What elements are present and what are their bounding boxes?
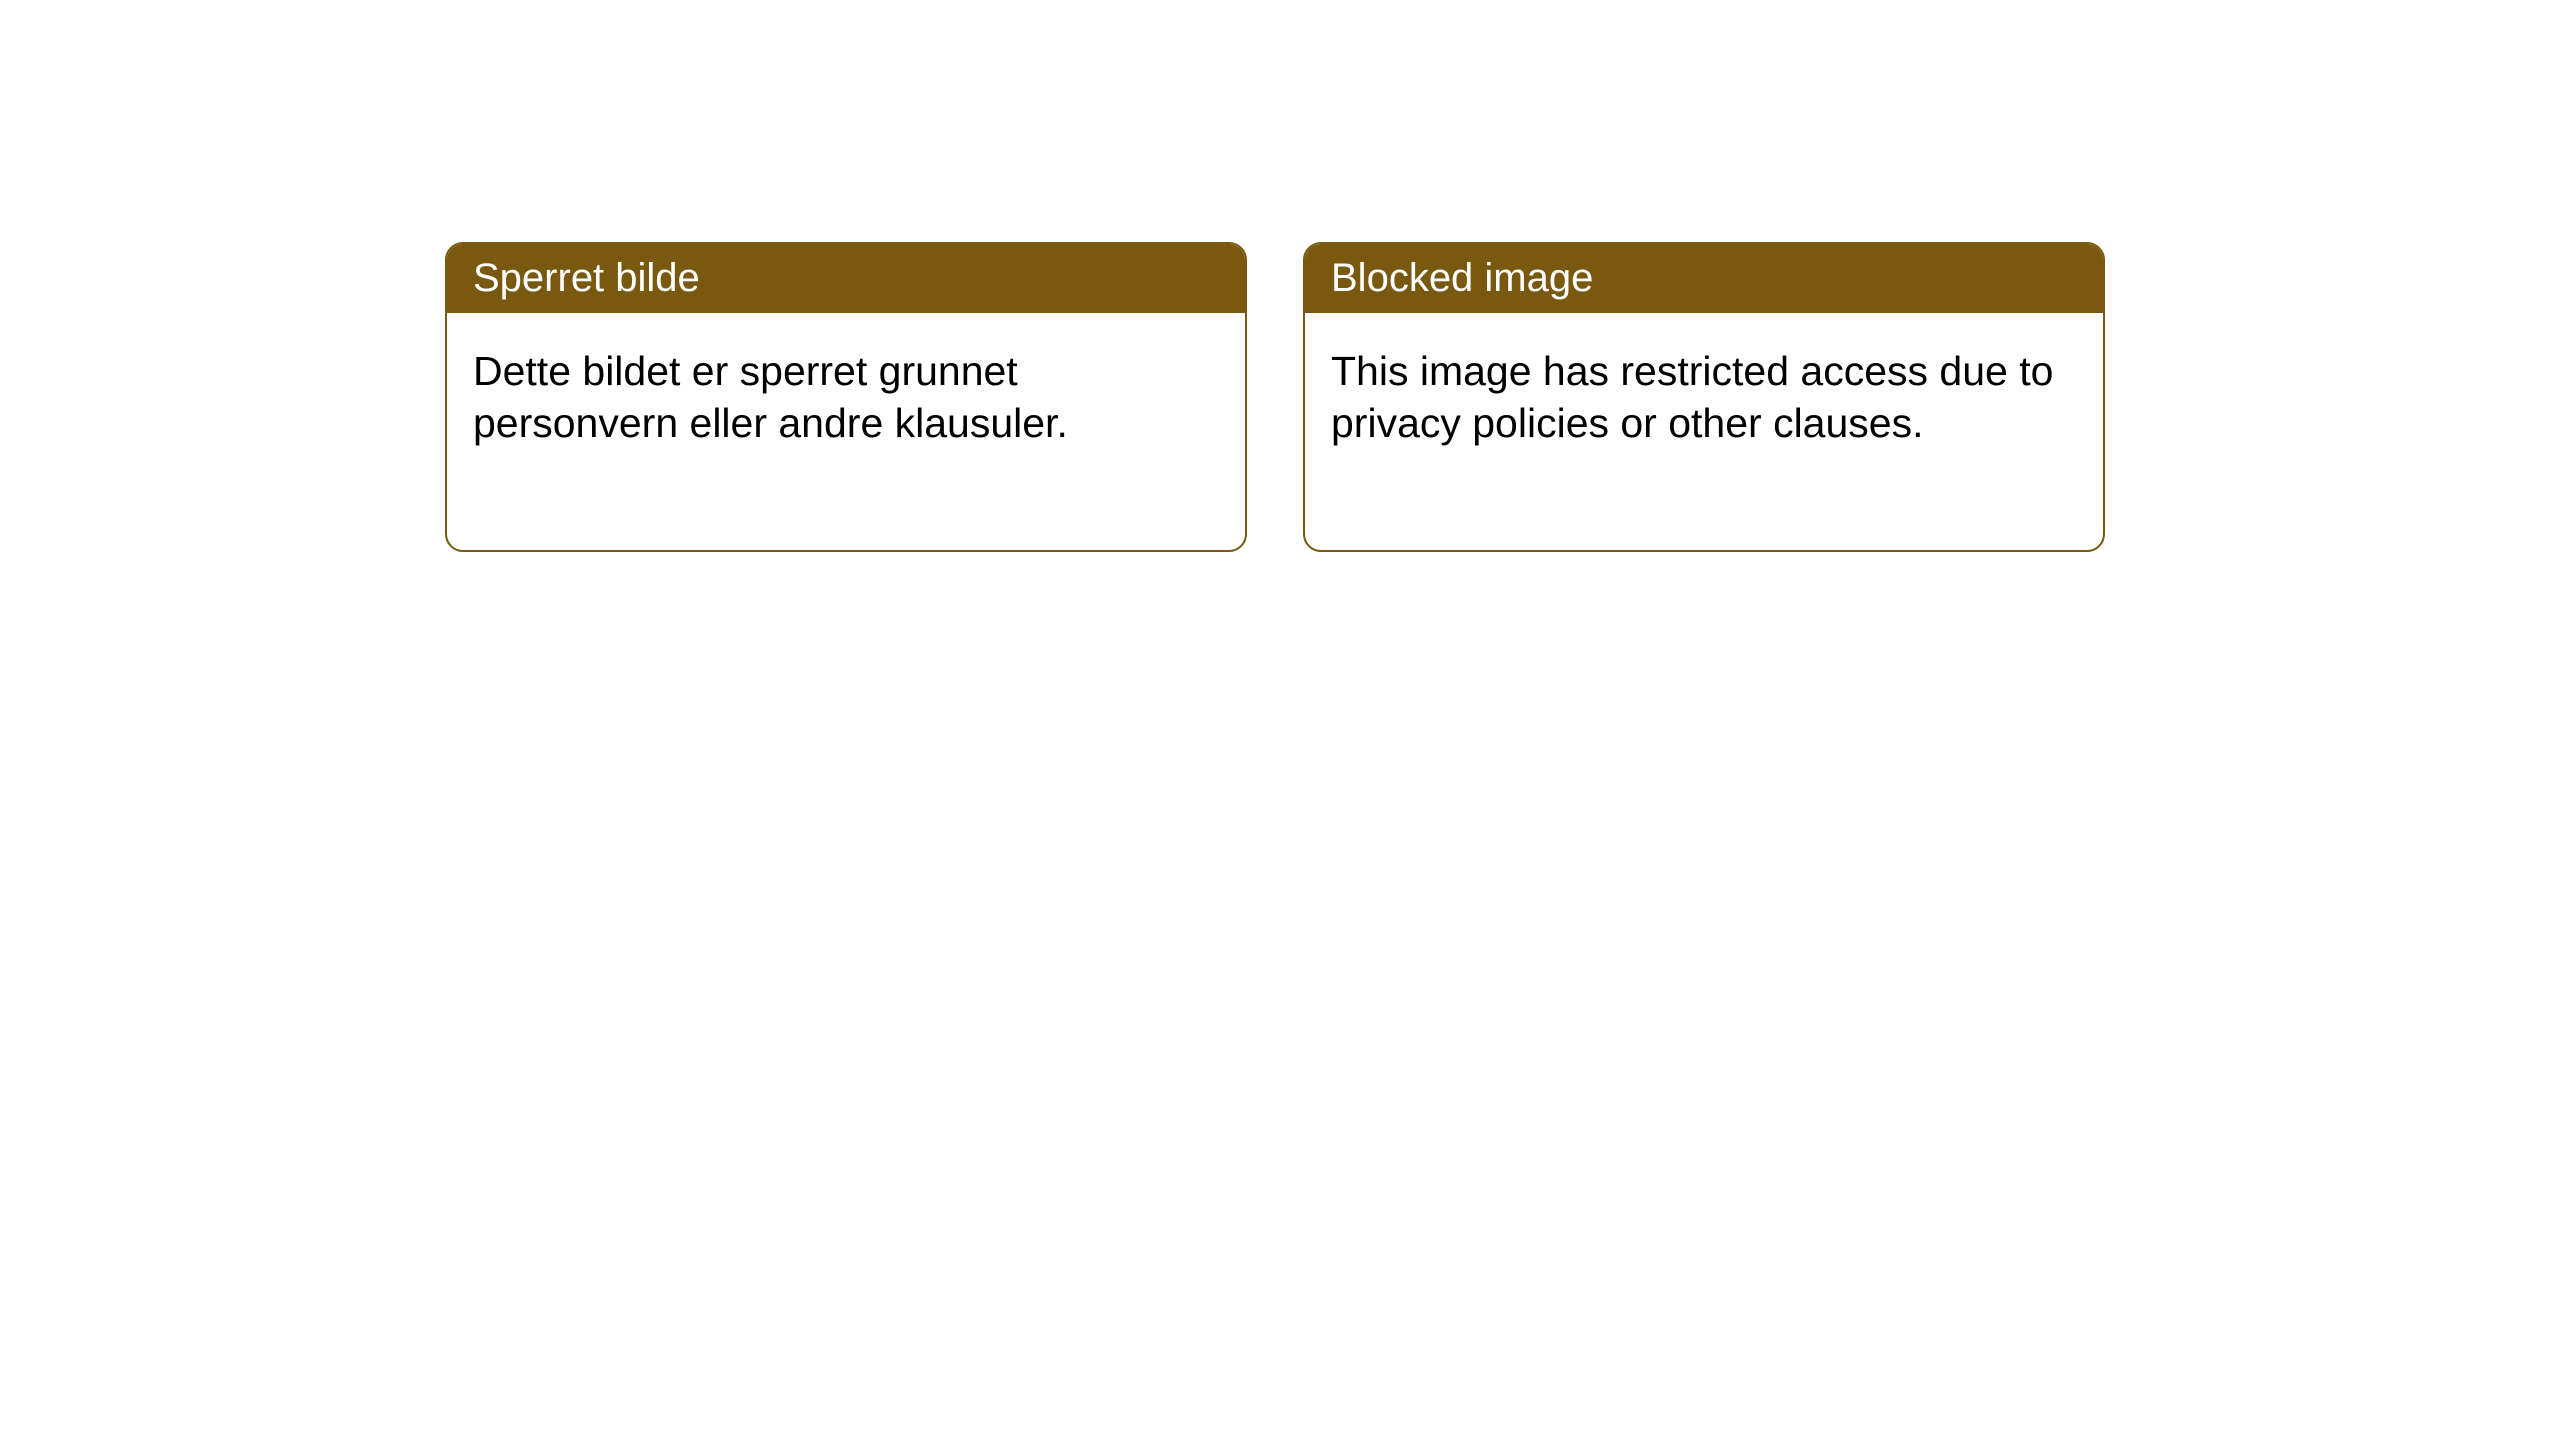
notice-container: Sperret bilde Dette bildet er sperret gr… [445, 242, 2105, 552]
notice-card-english: Blocked image This image has restricted … [1303, 242, 2105, 552]
notice-header: Sperret bilde [447, 244, 1245, 313]
notice-card-norwegian: Sperret bilde Dette bildet er sperret gr… [445, 242, 1247, 552]
notice-body: This image has restricted access due to … [1305, 313, 2103, 550]
notice-header: Blocked image [1305, 244, 2103, 313]
notice-body: Dette bildet er sperret grunnet personve… [447, 313, 1245, 550]
